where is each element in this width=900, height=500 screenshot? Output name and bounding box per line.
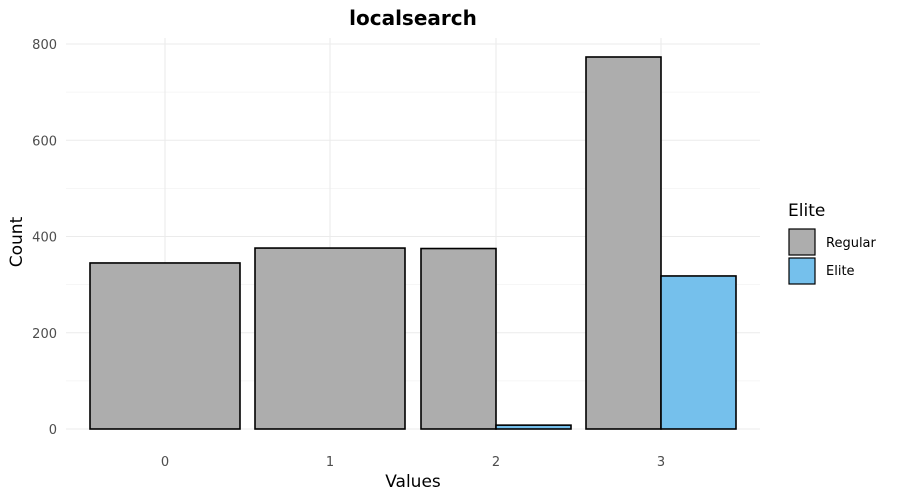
x-axis-ticks: 0 1 2 3 [161, 455, 665, 470]
legend-title: Elite [788, 201, 825, 221]
x-axis-label: Values [385, 472, 441, 492]
y-axis-label: Count [7, 216, 27, 267]
legend-label-elite: Elite [826, 264, 855, 279]
x-tick-label: 0 [161, 455, 169, 470]
y-tick-label: 0 [49, 423, 57, 438]
bar-elite-3 [660, 275, 737, 430]
x-tick-label: 2 [492, 455, 500, 470]
bar-regular-3 [585, 56, 662, 430]
y-tick-label: 600 [32, 134, 57, 149]
legend-swatch-elite [788, 257, 816, 285]
y-axis-ticks: 0 200 400 600 800 [32, 38, 57, 438]
y-tick-label: 400 [32, 231, 57, 246]
bar-regular-2 [420, 247, 497, 430]
bar-regular-0 [89, 262, 241, 430]
bars [89, 56, 737, 430]
y-tick-label: 200 [32, 327, 57, 342]
x-tick-label: 3 [657, 455, 665, 470]
bar-elite-2 [495, 424, 572, 430]
legend: Elite Regular Elite [788, 201, 877, 285]
x-tick-label: 1 [326, 455, 334, 470]
y-tick-label: 800 [32, 38, 57, 53]
legend-swatch-regular [788, 228, 816, 256]
chart-title: localsearch [349, 6, 477, 30]
bar-regular-1 [254, 247, 406, 430]
legend-label-regular: Regular [826, 236, 877, 251]
